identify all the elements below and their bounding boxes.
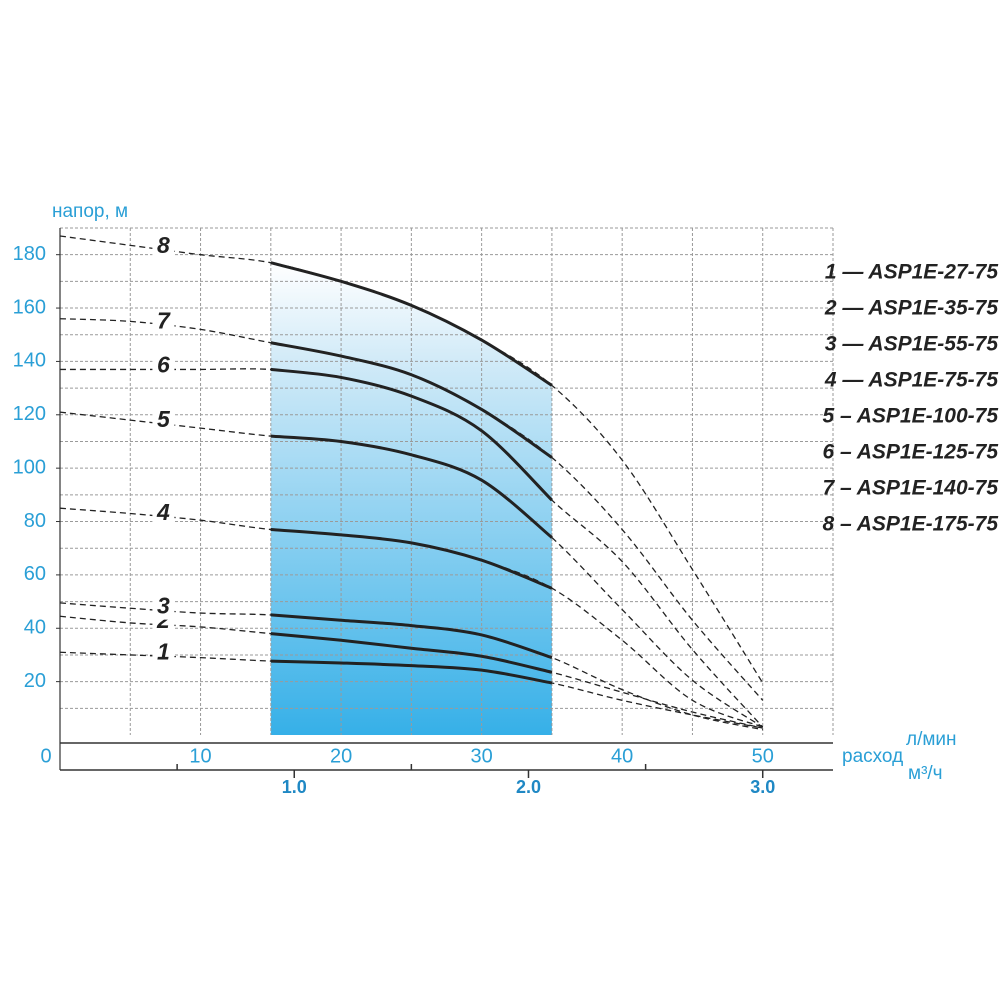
y-tick-label: 40 [24,617,46,639]
curve-label-bg [152,411,175,434]
legend-entry: 7 – ASP1E-140-75 [823,477,999,500]
curve-label-bg [152,356,175,379]
x2-tick-label: 1.0 [282,777,307,797]
curve-operating [270,341,553,459]
x-tick-label: 50 [752,745,774,767]
y-tick-label: 60 [24,563,46,585]
legend-entry: 3 — ASP1E-55-75 [825,333,998,356]
x2-tick-label: 2.0 [516,777,541,797]
x-unit: л/мин [906,729,957,750]
x2-tick-label: 3.0 [750,777,775,797]
x-tick-label: 0 [40,745,51,767]
y-tick-label: 100 [13,456,46,478]
legend-entry: 8 – ASP1E-175-75 [823,513,999,536]
curve-extrapolated [59,235,764,684]
y-tick-label: 140 [13,350,46,372]
x-tick-label: 30 [471,745,493,767]
plot-background [59,227,834,771]
curve-label-bg [152,237,175,260]
legend-entry: 5 – ASP1E-100-75 [823,405,999,428]
curve-label: 3 [157,593,170,619]
curve-operating [270,613,553,660]
curve-label-bg [152,503,175,526]
x-axis-label: расход [842,746,903,767]
legend-entry: 1 — ASP1E-27-75 [825,261,998,284]
x-tick-label: 10 [189,745,211,767]
curve-label: 6 [157,352,170,378]
curve-label: 7 [157,307,171,333]
legend-entry: 2 — ASP1E-35-75 [824,297,998,320]
curve-operating [270,632,553,674]
x-tick-label: 20 [330,745,352,767]
y-axis-label: напор, м [52,201,128,222]
y-tick-label: 160 [13,296,46,318]
curve-label: 5 [157,406,171,432]
curve-operating [270,434,553,539]
curve-label: 4 [156,499,170,525]
curve-label-bg [152,643,175,666]
curve-label: 8 [157,232,170,258]
x-tick-label: 40 [611,745,633,767]
legend-entry: 4 — ASP1E-75-75 [824,369,998,392]
curve-operating [270,367,553,502]
y-tick-label: 120 [13,403,46,425]
curve-label-bg [152,312,175,335]
curve-operating [270,659,553,685]
curve-label: 1 [157,638,170,664]
curve-operating [270,528,553,590]
y-tick-label: 180 [13,243,46,265]
y-tick-label: 80 [24,510,46,532]
legend-entry: 6 – ASP1E-125-75 [823,441,999,464]
curve-operating [270,261,553,387]
curve-label-bg [152,597,175,620]
y-tick-label: 20 [24,670,46,692]
x2-unit: м³/ч [908,763,943,784]
